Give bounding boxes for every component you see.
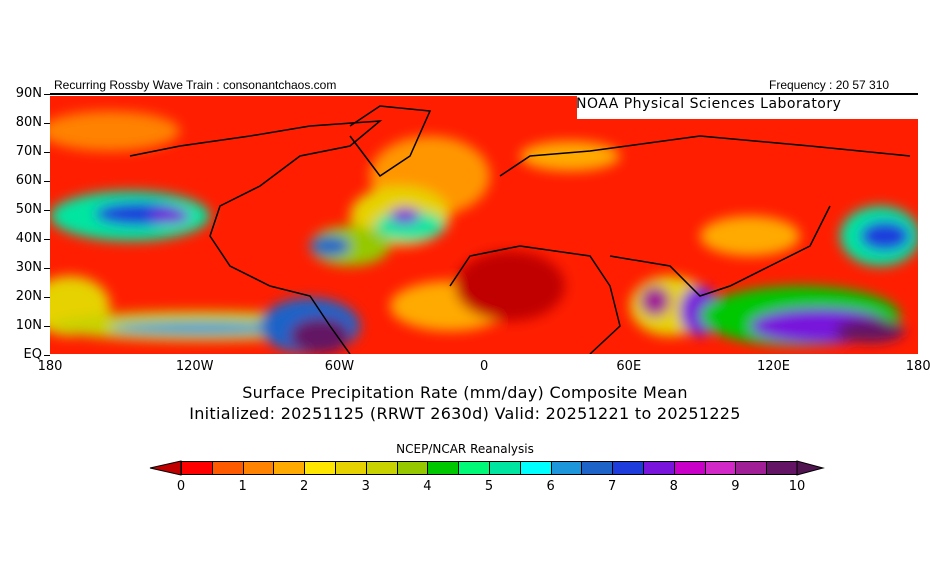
- lat-label: 90N: [15, 86, 42, 101]
- lat-label: 80N: [15, 115, 42, 130]
- lat-label: 40N: [15, 231, 42, 246]
- frequency-label: Frequency : 20 57 310: [769, 78, 890, 92]
- colorbar-under-arrow: [149, 460, 182, 476]
- lon-label: 120E: [756, 359, 791, 374]
- map-title: Surface Precipitation Rate (mm/day) Comp…: [242, 383, 688, 402]
- credit-label: NOAA Physical Sciences Laboratory: [576, 96, 842, 112]
- lat-tick: [44, 181, 50, 182]
- lat-label: 50N: [15, 202, 42, 217]
- lon-label: 60W: [324, 359, 355, 374]
- lon-label: 120W: [175, 359, 214, 374]
- lat-tick: [44, 355, 50, 356]
- subtitle-left: Recurring Rossby Wave Train : consonantc…: [54, 78, 337, 92]
- colorbar-label: 8: [669, 479, 678, 494]
- lat-label: 60N: [15, 173, 42, 188]
- lat-label: 30N: [15, 260, 42, 275]
- colorbar-label: 0: [176, 479, 186, 494]
- precipitation-map: [50, 96, 918, 354]
- lat-tick: [44, 210, 50, 211]
- lat-tick: [44, 123, 50, 124]
- coastlines: [129, 105, 911, 354]
- colorbar-over-arrow: [796, 460, 825, 476]
- colorbar-label: 1: [238, 479, 247, 494]
- lat-label: 20N: [15, 289, 42, 304]
- colorbar-label: 10: [788, 479, 806, 494]
- colorbar-label: 2: [300, 479, 309, 494]
- lat-label: EQ: [23, 347, 42, 362]
- header-rule: [50, 93, 918, 95]
- lat-label: 70N: [15, 144, 42, 159]
- colorbar-title: NCEP/NCAR Reanalysis: [396, 442, 534, 456]
- lat-tick: [44, 239, 50, 240]
- lat-tick: [44, 326, 50, 327]
- colorbar-label: 9: [731, 479, 740, 494]
- lat-tick: [44, 297, 50, 298]
- colorbar-label: 6: [546, 479, 555, 494]
- lat-label: 10N: [15, 318, 42, 333]
- map-validity: Initialized: 20251125 (RRWT 2630d) Valid…: [189, 404, 741, 423]
- lat-tick: [44, 268, 50, 269]
- lon-label: 180: [37, 359, 63, 374]
- colorbar-label: 4: [423, 479, 432, 494]
- lon-label: 180: [905, 359, 930, 374]
- lat-tick: [44, 94, 50, 95]
- colorbar-label: 7: [608, 479, 617, 494]
- colorbar-label: 3: [361, 479, 370, 494]
- colorbar-label: 5: [484, 479, 494, 494]
- lat-tick: [44, 152, 50, 153]
- lon-label: 0: [479, 359, 489, 374]
- lon-label: 60E: [616, 359, 642, 374]
